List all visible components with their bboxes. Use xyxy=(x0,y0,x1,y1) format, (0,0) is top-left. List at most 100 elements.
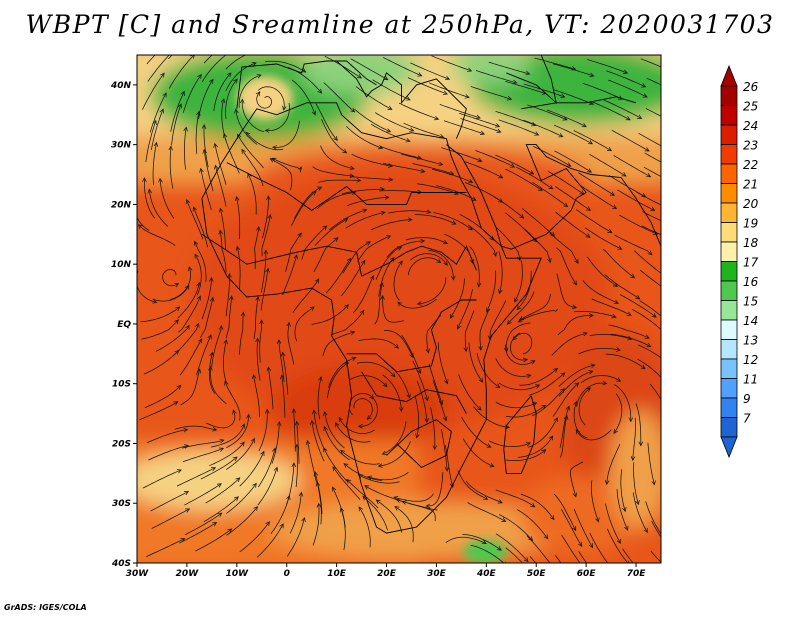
streamline xyxy=(614,234,652,254)
streamline xyxy=(152,286,189,302)
streamline xyxy=(405,237,447,244)
streamline xyxy=(146,55,156,65)
streamline xyxy=(473,406,508,428)
streamline xyxy=(430,407,435,448)
streamline xyxy=(554,150,591,172)
streamline xyxy=(206,411,235,429)
streamline xyxy=(555,186,589,210)
lat-tick-label: 10N xyxy=(111,260,132,270)
streamline xyxy=(149,190,169,227)
streamline xyxy=(640,270,661,287)
streamline xyxy=(141,321,178,340)
streamline xyxy=(211,327,221,368)
streamline xyxy=(467,502,505,522)
streamline xyxy=(519,369,556,386)
streamline xyxy=(176,468,215,487)
lon-tick-label: 40E xyxy=(476,569,497,579)
colorbar-label: 26 xyxy=(743,80,759,94)
streamline xyxy=(137,216,150,231)
streamline xyxy=(220,231,227,273)
streamline xyxy=(651,520,661,538)
streamline xyxy=(412,163,453,174)
streamline xyxy=(378,258,394,297)
streamline xyxy=(294,308,313,342)
streamline xyxy=(528,419,557,448)
streamline xyxy=(495,358,530,376)
streamline xyxy=(171,105,181,146)
streamline xyxy=(242,100,265,133)
streamline xyxy=(301,227,326,260)
streamline xyxy=(573,311,615,317)
streamline xyxy=(495,401,536,409)
lat-tick-label: 20S xyxy=(112,439,131,449)
streamline xyxy=(342,242,370,274)
lat-tick-label: 40S xyxy=(111,559,131,569)
streamline xyxy=(531,389,564,417)
streamline xyxy=(437,342,447,382)
coastline xyxy=(236,60,377,109)
streamline xyxy=(224,135,240,174)
streamline xyxy=(622,548,634,563)
streamline xyxy=(330,311,364,336)
streamline xyxy=(201,55,230,82)
streamline xyxy=(350,176,392,180)
streamline xyxy=(144,386,180,409)
streamline xyxy=(327,363,347,399)
streamline xyxy=(382,374,402,411)
streamline xyxy=(575,209,611,232)
streamline xyxy=(398,102,438,119)
streamline xyxy=(162,269,178,285)
streamline xyxy=(187,201,204,240)
streamline xyxy=(495,110,535,125)
streamline xyxy=(169,268,191,300)
coastline xyxy=(346,299,477,373)
colorbar-swatch xyxy=(720,261,738,282)
streamline xyxy=(416,380,427,421)
streamline xyxy=(348,375,386,387)
lat-tick-label: 20N xyxy=(111,200,132,210)
streamline xyxy=(257,339,261,381)
streamline xyxy=(533,145,570,166)
streamline xyxy=(254,376,260,417)
streamline xyxy=(383,57,421,76)
streamline xyxy=(225,275,229,317)
streamline xyxy=(604,274,639,299)
colorbar-label: 24 xyxy=(743,119,758,133)
colorbar-swatch xyxy=(720,397,738,418)
lat-tick-label: 10S xyxy=(112,380,131,390)
streamline xyxy=(239,523,269,553)
streamline xyxy=(552,384,578,417)
colorbar-swatch xyxy=(720,280,738,301)
streamline xyxy=(605,353,645,368)
streamlines xyxy=(137,55,661,563)
streamline xyxy=(532,182,567,207)
streamline xyxy=(201,279,211,320)
streamline xyxy=(582,280,618,304)
streamline xyxy=(399,298,437,309)
streamline xyxy=(534,57,575,69)
lon-tick-label: 60E xyxy=(577,569,597,579)
streamline xyxy=(297,422,300,464)
lon-tick-label: 10W xyxy=(226,569,250,579)
streamline xyxy=(637,344,661,359)
streamline xyxy=(560,508,581,545)
streamline xyxy=(644,152,661,163)
streamline xyxy=(315,103,337,140)
streamline xyxy=(178,297,200,333)
streamline xyxy=(258,411,267,452)
streamline xyxy=(436,185,475,200)
streamline xyxy=(239,313,244,355)
streamline xyxy=(377,501,403,533)
colorbar-swatch xyxy=(720,144,738,165)
streamline xyxy=(356,361,394,376)
streamline xyxy=(573,509,592,547)
streamline xyxy=(419,277,447,304)
streamline xyxy=(265,60,305,71)
streamline xyxy=(445,536,486,543)
colorbar-swatch xyxy=(720,339,738,360)
streamline xyxy=(642,211,661,222)
streamline xyxy=(194,208,208,248)
streamline xyxy=(370,220,411,231)
streamline xyxy=(388,211,429,213)
streamline xyxy=(589,153,625,175)
